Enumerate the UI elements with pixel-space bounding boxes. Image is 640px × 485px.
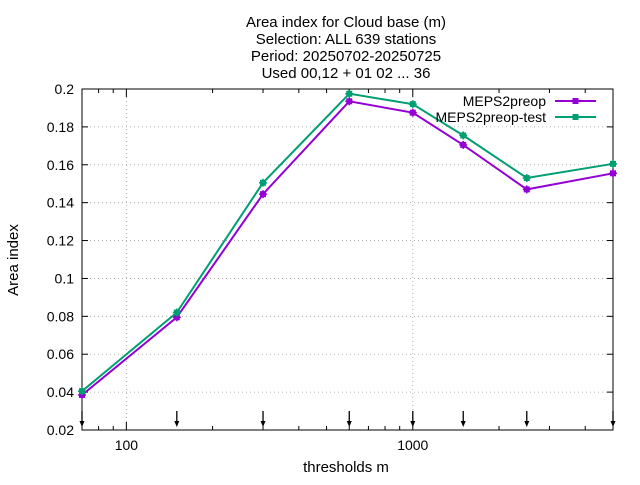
- threshold-marker-head: [346, 421, 352, 427]
- y-axis-label: Area index: [5, 224, 22, 296]
- bottom-markers: [79, 411, 616, 427]
- x-tick-label: 1000: [397, 437, 428, 453]
- threshold-marker-head: [460, 421, 466, 427]
- plot-frame: [81, 88, 614, 431]
- x-tick-label: 100: [115, 437, 139, 453]
- y-tick-label: 0.18: [47, 119, 74, 135]
- y-tick-label: 0.16: [47, 157, 74, 173]
- y-tick-label: 0.06: [47, 346, 74, 362]
- y-tick-label: 0.08: [47, 308, 74, 324]
- series-line: [81, 100, 614, 396]
- y-tick-label: 0.2: [55, 81, 75, 97]
- y-tick-label: 0.1: [55, 270, 75, 286]
- y-tick-label: 0.02: [47, 422, 74, 438]
- y-tick-label: 0.12: [47, 233, 74, 249]
- threshold-marker-head: [260, 421, 266, 427]
- series-2: [78, 89, 617, 396]
- legend-marker: [572, 114, 579, 120]
- title-line-1: Area index for Cloud base (m): [246, 14, 446, 31]
- x-axis-label: thresholds m: [303, 459, 389, 476]
- threshold-marker-head: [610, 421, 616, 427]
- axes: 0.02 0.04 0.06 0.08 0.1 0.12 0.14 0.16 0.18 0.2 10…: [47, 81, 614, 453]
- threshold-marker-head: [524, 421, 530, 427]
- y-tick-label: 0.04: [47, 384, 74, 400]
- y-tick-label: 0.14: [47, 195, 74, 211]
- series-layer: [78, 89, 617, 399]
- series-1: [78, 97, 617, 399]
- legend-label: MEPS2preop-test: [436, 109, 547, 125]
- legend-label: MEPS2preop: [463, 93, 546, 109]
- threshold-marker-head: [174, 421, 180, 427]
- chart-title: Area index for Cloud base (m) Selection:…: [246, 14, 446, 82]
- threshold-marker-head: [410, 421, 416, 427]
- title-line-4: Used 00,12 + 01 02 ... 36: [262, 65, 431, 82]
- legend-marker: [572, 98, 579, 104]
- series-line: [81, 92, 614, 392]
- title-line-2: Selection: ALL 639 stations: [256, 31, 436, 48]
- grid: [82, 89, 613, 430]
- threshold-marker-head: [79, 421, 85, 427]
- title-line-3: Period: 20250702-20250725: [251, 48, 441, 65]
